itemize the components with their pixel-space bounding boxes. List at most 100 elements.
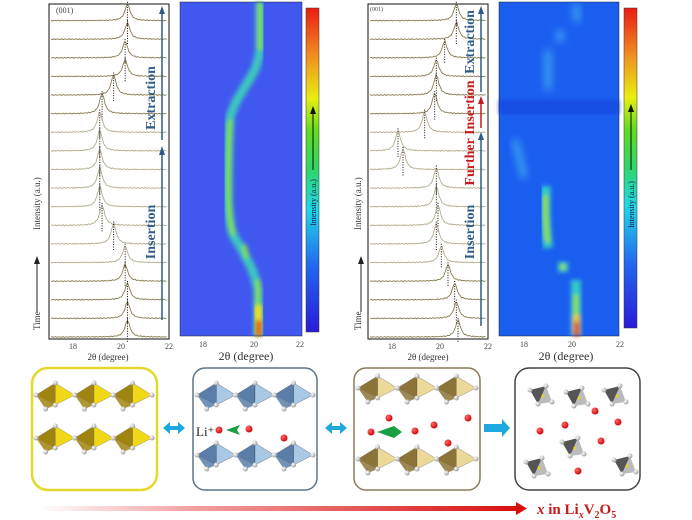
panel-b-curves — [369, 1, 486, 343]
xrd-curve — [369, 129, 486, 152]
oxygen-atom — [575, 435, 581, 441]
xrd-curve — [369, 283, 486, 301]
panel-b-insertion-arrowhead — [478, 132, 484, 140]
panel-a-xlabel: 2θ (degree) — [87, 352, 128, 362]
panel-b-extraction-arrowhead — [478, 6, 484, 14]
polyhedron — [93, 425, 114, 449]
panel-a-heatmap-xtick: 20 — [250, 340, 258, 349]
tetrahedron-face — [612, 386, 626, 404]
li-ion — [614, 418, 622, 426]
isolated-tetrahedra — [523, 383, 639, 479]
irreversible-arrow — [484, 419, 510, 437]
oxygen-atom — [81, 449, 87, 455]
xrd-curve — [369, 39, 486, 59]
polyhedron — [397, 459, 417, 473]
panel-b-colorbar-label: Intensity (a.u.) — [627, 181, 636, 228]
xrd-curve — [50, 92, 167, 115]
polyhedron — [274, 395, 294, 409]
vanadium-atom — [615, 394, 619, 398]
polyhedron — [74, 395, 94, 409]
panel-b-plot-frame — [367, 3, 489, 340]
panel-a-heatmap-frame — [179, 1, 303, 337]
panel-a-curves — [50, 1, 167, 343]
polyhedron — [216, 442, 236, 466]
oxygen-atom — [355, 385, 361, 391]
oxygen-atom — [252, 380, 258, 386]
panel-b-heatmap-trace — [540, 185, 581, 336]
panel-b-heatmap-faint-trace — [512, 3, 580, 179]
oxygen-atom — [375, 444, 381, 450]
oxygen-atom — [394, 385, 400, 391]
oxygen-atom — [281, 406, 287, 412]
xrd-curve — [369, 222, 486, 245]
lithium-content-label: x in LixV2O5 — [536, 502, 616, 520]
oxygen-atom — [579, 385, 585, 391]
oxygen-atom — [110, 435, 116, 441]
panel-a-heatmap-hotspot — [255, 305, 262, 336]
xrd-curve — [51, 204, 167, 227]
oxygen-atom — [375, 373, 381, 379]
xrd-curve — [369, 245, 486, 264]
panel-a-ylabel: Intensity (a.u.) — [32, 177, 42, 230]
label-x: x — [536, 502, 545, 518]
panel-b-insertion-label: Insertion — [463, 205, 478, 260]
layer-top — [355, 373, 479, 405]
oxygen-atom — [43, 406, 49, 412]
oxygen-atom — [453, 444, 459, 450]
oxygen-atom — [194, 452, 200, 458]
li-ion — [591, 407, 599, 415]
panel-b-heatmap-band — [499, 100, 619, 114]
oxygen-atom — [617, 383, 623, 389]
oxygen-atom — [611, 457, 617, 463]
oxygen-atom — [434, 456, 440, 462]
panel-b-heatmap-xtick: 22 — [616, 340, 624, 349]
xrd-curve — [369, 73, 486, 97]
oxygen-atom — [563, 389, 569, 395]
structure-box-lithiated: Li⁺ — [192, 367, 318, 491]
xrd-curve — [50, 20, 167, 41]
xrd-curve — [369, 148, 486, 171]
vanadium-atom — [541, 394, 545, 398]
oxygen-atom — [355, 456, 361, 462]
oxygen-atom — [571, 403, 577, 409]
tetrahedron-face — [614, 456, 630, 474]
xrd-curve — [370, 167, 486, 190]
xrd-curve — [369, 3, 486, 22]
li-ion-label: Li⁺ — [196, 424, 214, 439]
oxygen-atom — [623, 399, 629, 405]
reversible-arrow-1 — [163, 422, 185, 434]
structure-box-pristine — [30, 366, 159, 492]
polyhedron — [36, 395, 56, 409]
li-ion — [561, 421, 569, 429]
oxygen-atom — [213, 462, 219, 468]
tetrahedron-face — [534, 458, 548, 476]
vanadium-atom — [573, 446, 577, 450]
panel-a-colorbar-arrowhead — [310, 106, 316, 114]
oxygen-atom — [535, 401, 541, 407]
oxygen-atom — [414, 395, 420, 401]
label-in-li: in Li — [545, 502, 579, 518]
panel-a-heatmap-xtick: 22 — [296, 340, 304, 349]
oxygen-atom — [252, 440, 258, 446]
li-ion — [464, 414, 472, 422]
oxygen-atom — [404, 470, 410, 476]
oxygen-atom — [585, 401, 591, 407]
panel-a-insertion-arrowhead — [159, 146, 165, 155]
li-ion — [444, 439, 452, 447]
polyhedron — [436, 388, 457, 402]
panel-b-heatmap-bg — [499, 2, 619, 336]
xrd-curve — [369, 263, 486, 283]
polyhedron — [113, 395, 133, 409]
tetrahedron-face — [566, 388, 582, 406]
label-o: O — [600, 502, 612, 518]
oxygen-atom — [43, 449, 49, 455]
oxygen-atom — [91, 423, 97, 429]
tetrahedron-face — [622, 456, 636, 474]
v2o5-layer-top — [33, 380, 155, 412]
li-ion — [215, 426, 223, 434]
li-diffusion-arrow — [226, 425, 240, 435]
panel-b-xtick: 18 — [388, 342, 396, 351]
polyhedron — [293, 382, 314, 406]
panel-a-xtick: 18 — [69, 342, 77, 351]
li-diffusion-arrow — [377, 426, 402, 438]
